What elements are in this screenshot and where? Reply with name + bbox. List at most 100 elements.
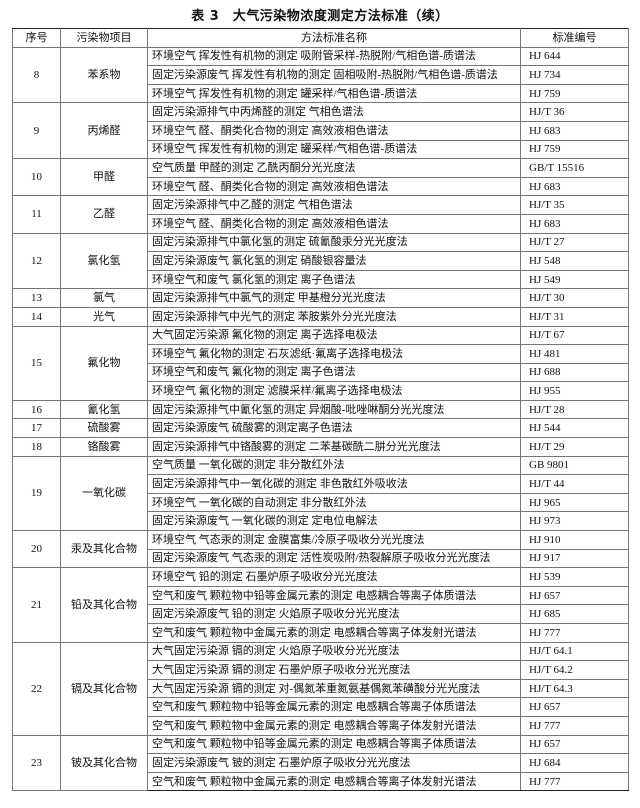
- pollutant: 丙烯醛: [60, 102, 148, 160]
- method-name: 固定污染源排气中一氧化碳的测定 非色散红外吸收法: [147, 474, 521, 494]
- table-row: 环境空气和废气 氟化物的测定 离子色谱法 HJ 688: [13, 362, 629, 383]
- table-row: 大气固定污染源 镉的测定 对-偶氮苯重氮氨基偶氮苯磺酸分光光度法 HJ/T 64.…: [13, 678, 629, 699]
- method-name: 环境空气 挥发性有机物的测定 吸附管采样-热脱附/气相色谱-质谱法: [147, 46, 521, 67]
- standard-code: HJ/T 29: [520, 437, 629, 457]
- table-row: 14 光气 固定污染源排气中光气的测定 苯胺紫外分光光度法 HJ/T 31: [12, 306, 629, 327]
- header-row: 序号 污染物项目 方法标准名称 标准编号: [12, 28, 629, 48]
- method-name: 固定污染源废气 一氧化碳的测定 定电位电解法: [147, 511, 521, 532]
- table-title: 表 3 大气污染物浓度测定方法标准（续）: [191, 9, 449, 24]
- table-row: 20 汞及其化合物 环境空气 气态汞的测定 金膜富集/冷原子吸收分光光度法 HJ 91…: [12, 530, 629, 569]
- table-row: 环境空气 氟化物的测定 滤膜采样/氟离子选择电极法 HJ 955: [13, 381, 629, 401]
- table-row: 固定污染源排气中一氧化碳的测定 非色散红外吸收法 HJ/T 44: [13, 474, 629, 494]
- method-name: 空气和废气 颗粒物中金属元素的测定 电感耦合等离子体发射光谱法: [147, 715, 521, 736]
- serial-number: 18: [12, 437, 61, 457]
- pollutant: 氟化物: [60, 325, 148, 401]
- serial-number: 12: [12, 232, 61, 290]
- table-row: 空气和废气 颗粒物中金属元素的测定 电感耦合等离子体发射光谱法 HJ 777: [13, 623, 629, 643]
- method-name: 固定污染源排气中铬酸雾的测定 二苯基碳酰二肼分光光度法: [147, 437, 521, 457]
- pollutant: 铬酸雾: [60, 437, 148, 457]
- serial-number: 17: [12, 418, 61, 439]
- standard-code: HJ/T 64.1: [520, 641, 629, 662]
- method-name: 大气固定污染源 镉的测定 火焰原子吸收分光光度法: [147, 641, 521, 662]
- standard-code: HJ 683: [520, 213, 629, 234]
- method-name: 环境空气 氟化物的测定 石灰滤纸·氟离子选择电极法: [147, 344, 521, 364]
- standard-code: HJ/T 64.3: [520, 678, 629, 699]
- method-name: 固定污染源废气 氯化氢的测定 硝酸银容量法: [147, 251, 521, 271]
- method-name: 空气和废气 颗粒物中金属元素的测定 电感耦合等离子体发射光谱法: [147, 623, 521, 643]
- standard-code: HJ 973: [520, 511, 629, 532]
- standard-code: HJ/T 28: [520, 399, 629, 420]
- serial-number: 21: [12, 567, 61, 643]
- standards-table: 序号 污染物项目 方法标准名称 标准编号 8 苯系物 环境空气 挥发性有机物的测定 吸附管…: [12, 28, 629, 792]
- standard-code: HJ/T 64.2: [520, 660, 629, 680]
- method-name: 环境空气和废气 氟化物的测定 离子色谱法: [147, 362, 521, 383]
- pollutant: 一氧化碳: [60, 455, 148, 532]
- serial-number: 13: [12, 288, 61, 308]
- method-name: 固定污染源废气 硫酸雾的测定离子色谱法: [147, 418, 521, 439]
- table-row: 17 硫酸雾 固定污染源废气 硫酸雾的测定离子色谱法 HJ 544: [12, 418, 629, 439]
- method-name: 空气质量 甲醛的测定 乙酰丙酮分光光度法: [147, 158, 521, 178]
- method-name: 环境空气 醛、酮类化合物的测定 高效液相色谱法: [147, 213, 521, 234]
- method-name: 固定污染源排气中丙烯醛的测定 气相色谱法: [147, 102, 521, 122]
- method-name: 环境空气和废气 氯化氢的测定 离子色谱法: [147, 269, 521, 290]
- method-name: 固定污染源排气中光气的测定 苯胺紫外分光光度法: [147, 306, 521, 327]
- serial-number: 8: [12, 46, 61, 104]
- method-name: 固定污染源废气 铅的测定 火焰原子吸收分光光度法: [147, 604, 521, 624]
- method-name: 环境空气 挥发性有机物的测定 罐采样/气相色谱-质谱法: [147, 83, 521, 104]
- method-name: 环境空气 氟化物的测定 滤膜采样/氟离子选择电极法: [147, 381, 521, 401]
- table-row: 环境空气 氟化物的测定 石灰滤纸·氟离子选择电极法 HJ 481: [13, 344, 629, 364]
- serial-number: 19: [12, 455, 61, 532]
- pollutant: 苯系物: [60, 46, 148, 104]
- pollutant: 甲醛: [60, 158, 148, 197]
- method-name: 固定污染源废气 铍的测定 石墨炉原子吸收分光光度法: [147, 753, 521, 773]
- standard-code: GB/T 15516: [520, 158, 629, 178]
- serial-number: 22: [12, 641, 61, 736]
- standard-code: HJ/T 36: [520, 102, 629, 122]
- standard-code: HJ 910: [520, 530, 629, 550]
- table-row: 16 氰化氢 固定污染源排气中氰化氢的测定 异烟酸-吡唑啉酮分光光度法 HJ/T 28: [12, 399, 629, 420]
- standard-code: HJ 539: [520, 567, 629, 587]
- serial-number: 11: [12, 195, 61, 234]
- standard-code: HJ 777: [520, 623, 629, 643]
- standard-code: HJ/T 27: [520, 232, 629, 253]
- standard-code: HJ 777: [520, 771, 629, 792]
- table-row: 12 氯化氢 固定污染源排气中氯化氢的测定 硫氰酸汞分光光度法 HJ/T 27: [12, 232, 629, 290]
- table-row: 固定污染源废气 氯化氢的测定 硝酸银容量法 HJ 548: [13, 251, 629, 271]
- method-name: 固定污染源排气中氰化氢的测定 异烟酸-吡唑啉酮分光光度法: [147, 399, 521, 420]
- standard-code: HJ 548: [520, 251, 629, 271]
- pollutant: 氯化氢: [60, 232, 148, 290]
- pollutant: 光气: [60, 306, 148, 327]
- table-row: 9 丙烯醛 固定污染源排气中丙烯醛的测定 气相色谱法 HJ/T 36: [12, 102, 629, 160]
- serial-number: 20: [12, 530, 61, 569]
- method-name: 空气和废气 颗粒物中铅等金属元素的测定 电感耦合等离子体质谱法: [147, 697, 521, 717]
- standard-code: HJ 657: [520, 697, 629, 717]
- method-name: 大气固定污染源 氟化物的测定 离子选择电极法: [147, 325, 521, 346]
- standard-code: HJ 481: [520, 344, 629, 364]
- standard-code: HJ 549: [520, 269, 629, 290]
- pollutant: 铅及其化合物: [60, 567, 148, 643]
- method-name: 固定污染源排气中氯化氢的测定 硫氰酸汞分光光度法: [147, 232, 521, 253]
- standard-code: HJ/T 30: [520, 288, 629, 308]
- standard-code: GB 9801: [520, 455, 629, 476]
- table-row: 22 镉及其化合物 大气固定污染源 镉的测定 火焰原子吸收分光光度法 HJ/T 64.…: [12, 641, 629, 736]
- standard-code: HJ 777: [520, 715, 629, 736]
- table-head: 序号 污染物项目 方法标准名称 标准编号: [12, 28, 629, 48]
- method-name: 固定污染源废气 挥发性有机物的测定 固相吸附-热脱附/气相色谱-质谱法: [147, 65, 521, 85]
- standard-code: HJ 683: [520, 120, 629, 141]
- method-name: 环境空气 铅的测定 石墨炉原子吸收分光光度法: [147, 567, 521, 587]
- pollutant: 镉及其化合物: [60, 641, 148, 736]
- standard-code: HJ 917: [520, 548, 629, 569]
- standard-code: HJ 734: [520, 65, 629, 85]
- method-name: 环境空气 挥发性有机物的测定 罐采样/气相色谱-质谱法: [147, 139, 521, 160]
- pollutant: 氰化氢: [60, 399, 148, 420]
- method-name: 环境空气 醛、酮类化合物的测定 高效液相色谱法: [147, 120, 521, 141]
- method-name: 大气固定污染源 镉的测定 对-偶氮苯重氮氨基偶氮苯磺酸分光光度法: [147, 678, 521, 699]
- method-name: 固定污染源废气 气态汞的测定 活性炭吸附/热裂解原子吸收分光光度法: [147, 548, 521, 569]
- serial-number: 23: [12, 734, 61, 792]
- table-row: 固定污染源废气 铅的测定 火焰原子吸收分光光度法 HJ 685: [13, 604, 629, 624]
- table-row: 环境空气 醛、酮类化合物的测定 高效液相色谱法 HJ 683: [13, 176, 629, 197]
- table-row: 10 甲醛 空气质量 甲醛的测定 乙酰丙酮分光光度法 GB/T 15516: [12, 158, 629, 197]
- method-name: 空气和废气 颗粒物中金属元素的测定 电感耦合等离子体发射光谱法: [147, 771, 521, 792]
- table-row: 21 铅及其化合物 环境空气 铅的测定 石墨炉原子吸收分光光度法 HJ 539: [12, 567, 629, 643]
